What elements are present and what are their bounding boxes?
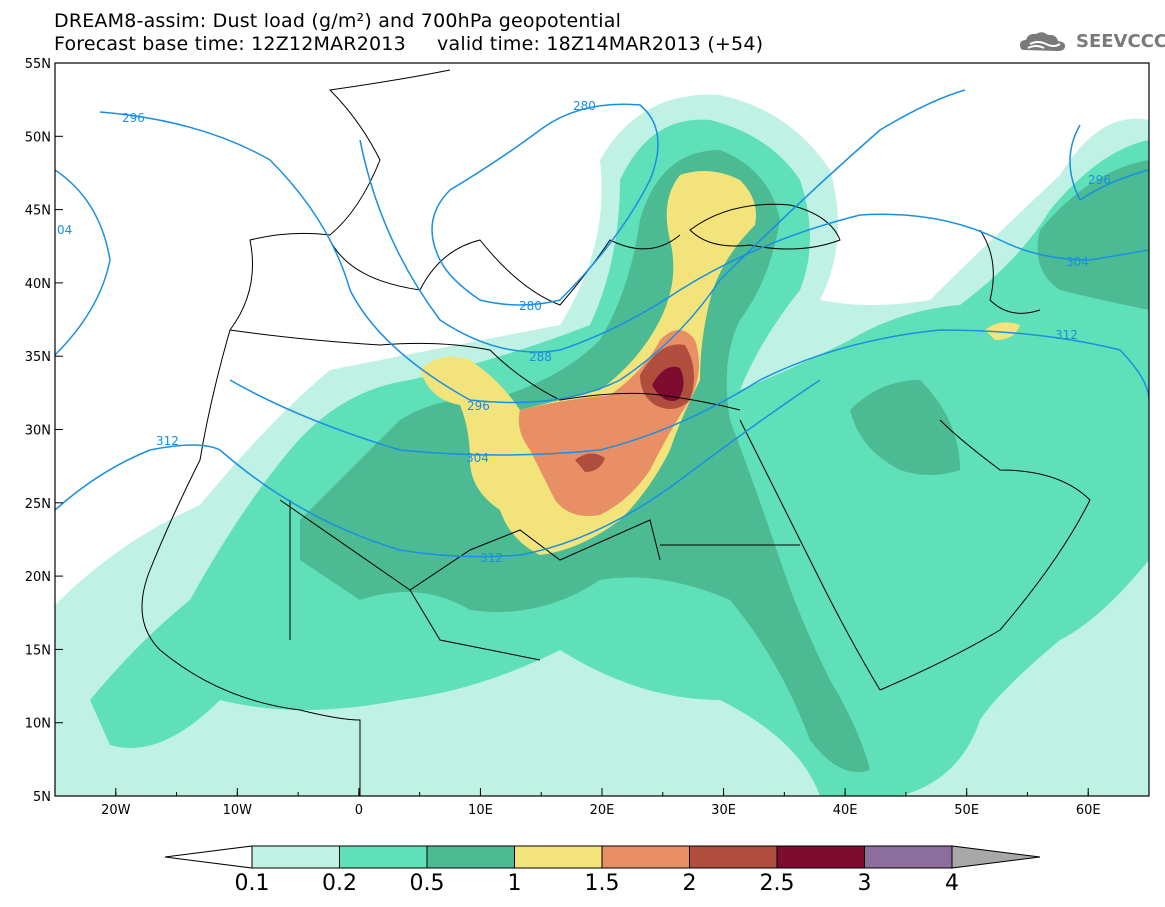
dust-area-2.0-libya	[575, 453, 605, 472]
dust-area-1.0-patch	[985, 322, 1020, 340]
lon-tick-label: 50E	[954, 803, 979, 818]
contour-296-east	[1069, 124, 1149, 202]
contour-label: 304	[466, 451, 489, 465]
lat-tick-label: 20N	[25, 570, 51, 585]
dust-load-shading	[55, 94, 1149, 796]
contour-label: 312	[480, 551, 503, 565]
europe-coast	[229, 69, 681, 331]
contour-304	[229, 329, 1149, 456]
latitude-labels: 55N 50N 45N 40N 35N 30N 25N 20N 15N 10N 5N	[25, 57, 51, 805]
contour-312	[55, 379, 821, 558]
contour-288	[359, 139, 1149, 353]
colorbar-label: 2	[682, 871, 697, 896]
lat-tick-label: 35N	[25, 350, 51, 365]
lon-tick-label: 60E	[1076, 803, 1101, 818]
contour-label: 288	[529, 350, 552, 364]
colorbar-swatch	[689, 845, 778, 869]
contour-label: 280	[519, 299, 542, 313]
contour-label: 312	[156, 434, 179, 448]
lat-tick-label: 30N	[25, 424, 51, 439]
lon-tick-label: 10W	[223, 803, 253, 818]
contour-label: 296	[467, 399, 490, 413]
colorbar-label: 0.5	[409, 871, 445, 896]
contour-296-north	[99, 89, 966, 404]
contour-280	[431, 103, 659, 306]
coastlines-and-borders	[141, 69, 1091, 796]
borders-africa	[279, 499, 800, 661]
logo-text: SEEVCCC	[1076, 31, 1165, 52]
colorbar-swatch	[251, 845, 340, 869]
contour-label: 296	[1088, 173, 1111, 187]
contour-labels: 296 280 296 04 304 280 288 296 304 312 3…	[57, 99, 1111, 565]
map-title: DREAM8-assim: Dust load (g/m²) and 700hP…	[54, 10, 622, 32]
colorbar	[164, 845, 1041, 869]
colorbar-label: 0.1	[234, 871, 270, 896]
colorbar-swatch	[864, 845, 953, 869]
forecast-time-subtitle: Forecast base time: 12Z12MAR2013 valid t…	[54, 33, 764, 55]
africa-west-coast	[141, 329, 361, 796]
colorbar-high-arrow	[951, 845, 1041, 869]
contour-label: 304	[1066, 255, 1089, 269]
axis-ticks	[54, 62, 1150, 797]
colorbar-swatch	[339, 845, 428, 869]
colorbar-label: 4	[945, 871, 959, 896]
dust-area-0.5-east	[1037, 160, 1149, 310]
arabia-coast	[879, 419, 1091, 691]
lon-tick-label: 20E	[590, 803, 615, 818]
geopotential-contours	[55, 89, 1149, 558]
lat-tick-label: 45N	[25, 204, 51, 219]
contour-label: 296	[122, 111, 145, 125]
contour-label: 280	[573, 99, 596, 113]
lat-tick-label: 15N	[25, 643, 51, 658]
dust-area-2.5	[652, 366, 684, 401]
longitude-labels: 20W 10W 0 10E 20E 30E 40E 50E 60E	[101, 803, 1101, 818]
colorbar-label: 0.2	[322, 871, 357, 896]
caspian	[979, 229, 1041, 314]
colorbar-label: 1	[507, 871, 522, 896]
red-sea	[739, 419, 881, 691]
dust-area-0.5-arabia	[850, 380, 960, 475]
colorbar-label: 2.5	[759, 871, 795, 896]
lon-tick-label: 40E	[833, 803, 858, 818]
lon-tick-label: 0	[355, 803, 363, 818]
lat-tick-label: 50N	[25, 130, 51, 145]
contour-304-west	[55, 169, 111, 356]
lat-tick-label: 10N	[25, 717, 51, 732]
lon-tick-label: 10E	[468, 803, 493, 818]
lat-tick-label: 5N	[33, 790, 51, 805]
colorbar-swatch	[514, 845, 603, 869]
colorbar-label: 3	[857, 871, 872, 896]
contour-label: 312	[1055, 328, 1078, 342]
lat-tick-label: 25N	[25, 497, 51, 512]
colorbar-swatch	[426, 845, 515, 869]
africa-north-coast	[229, 329, 741, 411]
lon-tick-label: 20W	[101, 803, 131, 818]
lat-tick-label: 40N	[25, 277, 51, 292]
colorbar-swatch	[776, 845, 865, 869]
colorbar-label: 1.5	[584, 871, 620, 896]
contour-label: 04	[57, 223, 72, 237]
seevccc-cloud-logo-icon	[1020, 32, 1066, 51]
dust-area-1.0	[420, 171, 756, 555]
lon-tick-label: 30E	[711, 803, 736, 818]
colorbar-low-arrow	[164, 845, 253, 869]
colorbar-swatch	[601, 845, 690, 869]
lat-tick-label: 55N	[25, 57, 51, 72]
black-sea	[689, 203, 841, 250]
